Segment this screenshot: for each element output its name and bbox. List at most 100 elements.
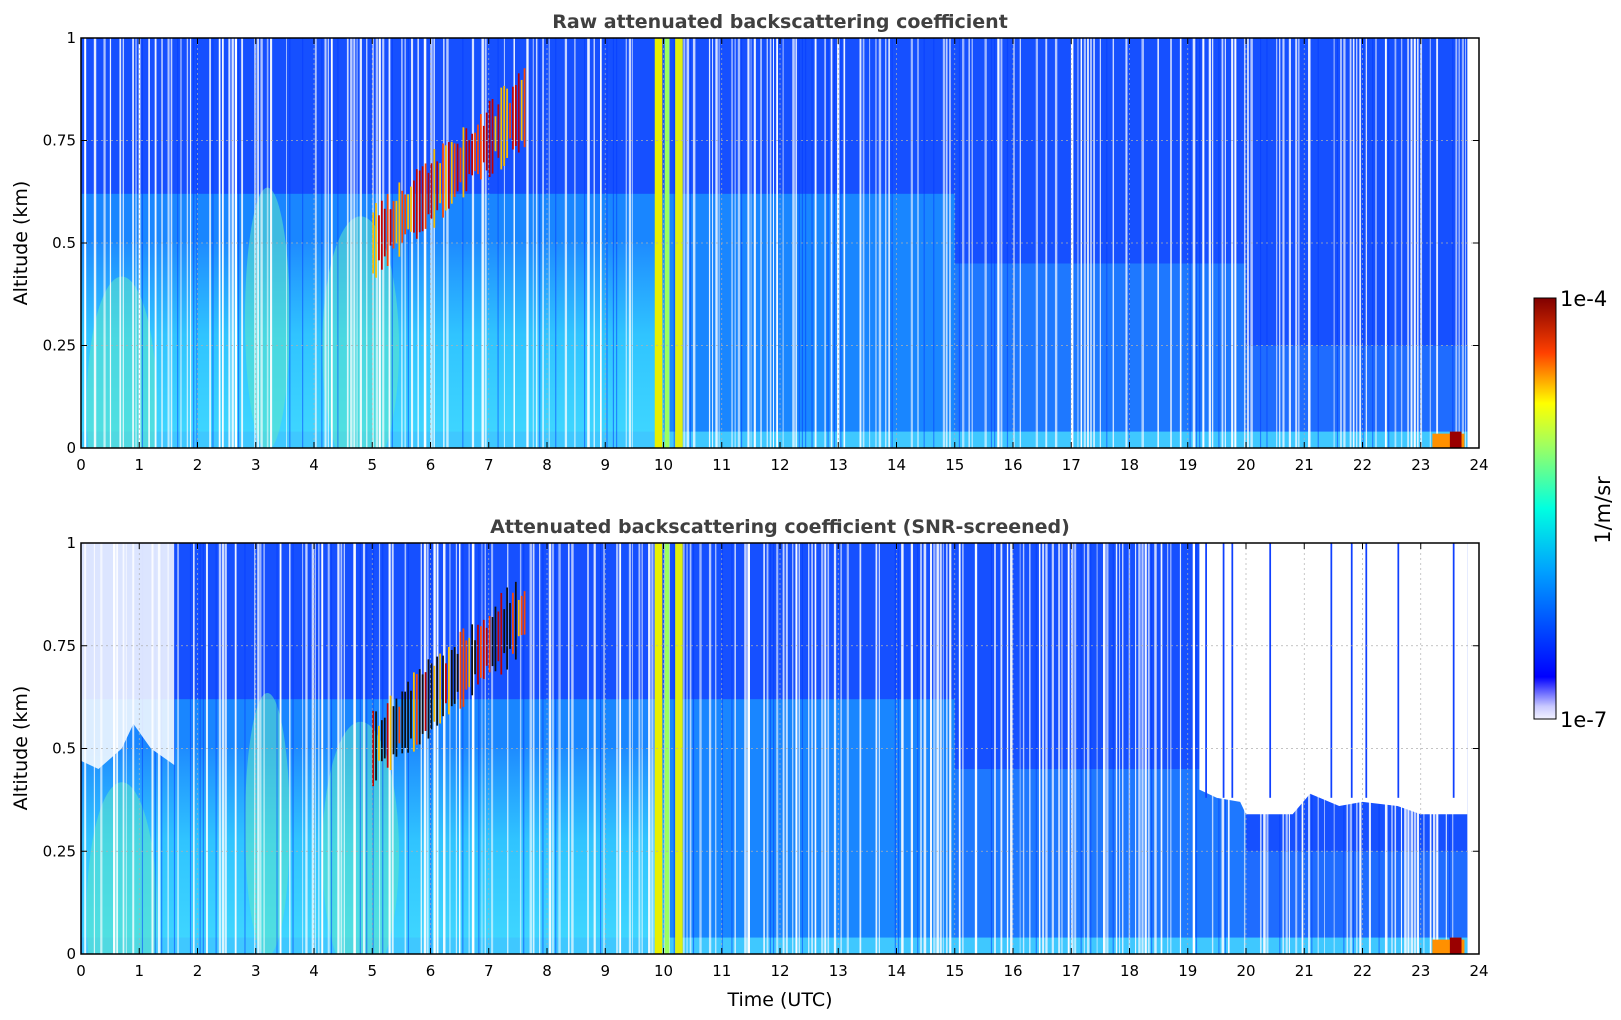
gap-stripe bbox=[484, 543, 486, 954]
gap-stripe bbox=[734, 38, 736, 448]
gap-stripe bbox=[708, 543, 712, 954]
gap-stripe bbox=[324, 38, 327, 448]
x-tick-label: 9 bbox=[600, 456, 610, 474]
gap-stripe bbox=[1352, 38, 1355, 448]
gap-stripe bbox=[949, 38, 951, 448]
plume-segment bbox=[398, 706, 401, 744]
dark-stripe bbox=[1317, 38, 1319, 448]
plume-segment bbox=[386, 703, 389, 768]
plume-segment bbox=[433, 148, 436, 228]
gap-stripe bbox=[1243, 38, 1246, 448]
x-tick-label: 20 bbox=[1236, 456, 1255, 474]
x-tick-label: 13 bbox=[829, 456, 848, 474]
gap-stripe bbox=[378, 38, 381, 448]
plume-segment bbox=[453, 647, 456, 704]
dark-stripe bbox=[583, 38, 586, 448]
gap-stripe bbox=[1102, 543, 1106, 954]
gap-stripe bbox=[225, 543, 227, 954]
dark-stripe bbox=[673, 38, 675, 448]
dark-stripe bbox=[894, 543, 896, 954]
gap-stripe bbox=[180, 38, 182, 448]
x-tick-label: 14 bbox=[887, 962, 906, 980]
gap-stripe bbox=[869, 38, 871, 448]
gap-stripe bbox=[148, 38, 150, 448]
gap-stripe bbox=[628, 543, 632, 954]
plume-segment bbox=[380, 720, 383, 762]
evening-profile-line bbox=[1222, 543, 1225, 798]
plume-segment bbox=[517, 73, 520, 153]
dark-stripe bbox=[689, 38, 691, 448]
gap-stripe bbox=[503, 38, 505, 448]
x-tick-label: 10 bbox=[654, 962, 673, 980]
x-tick-label: 20 bbox=[1236, 962, 1255, 980]
plume-segment bbox=[424, 163, 427, 229]
plume-segment bbox=[465, 640, 468, 690]
plume-segment bbox=[488, 615, 491, 673]
panel-screened: Attenuated backscattering coefficient (S… bbox=[10, 516, 1489, 1011]
x-tick-label: 11 bbox=[712, 456, 731, 474]
gap-stripe bbox=[1384, 38, 1387, 448]
gap-stripe bbox=[1394, 38, 1397, 448]
plume-segment bbox=[372, 710, 374, 787]
plume-segment bbox=[392, 706, 395, 755]
gap-stripe bbox=[513, 38, 515, 448]
gap-stripe bbox=[648, 543, 651, 954]
gap-stripe bbox=[1224, 38, 1226, 448]
gap-stripe bbox=[443, 38, 445, 448]
x-tick-label: 6 bbox=[426, 456, 436, 474]
gap-stripe bbox=[600, 38, 602, 448]
gap-stripe bbox=[548, 38, 550, 448]
plume-segment bbox=[517, 599, 520, 637]
gap-stripe bbox=[404, 38, 406, 448]
x-tick-label: 24 bbox=[1469, 962, 1488, 980]
dark-stripe bbox=[478, 543, 480, 954]
gap-stripe bbox=[529, 543, 533, 954]
gap-stripe bbox=[808, 543, 810, 954]
dark-stripe bbox=[1189, 38, 1191, 448]
plume-segment bbox=[465, 128, 468, 192]
haze-patch bbox=[244, 693, 290, 954]
dark-stripe bbox=[189, 543, 192, 954]
gap-stripe bbox=[1013, 38, 1015, 448]
dark-stripe bbox=[692, 543, 695, 954]
plume-segment bbox=[439, 653, 441, 724]
plume-segment bbox=[410, 186, 412, 232]
colorbar-gradient bbox=[1533, 297, 1557, 720]
gap-stripe bbox=[798, 543, 800, 954]
plume-segment bbox=[427, 172, 430, 215]
x-tick-label: 1 bbox=[134, 962, 144, 980]
gap-stripe bbox=[628, 38, 632, 448]
plume-segment bbox=[506, 587, 508, 670]
x-tick-label: 3 bbox=[251, 456, 261, 474]
haze-patch bbox=[86, 782, 158, 954]
gap-stripe bbox=[744, 543, 747, 954]
gap-stripe bbox=[875, 38, 877, 448]
gap-stripe bbox=[968, 38, 970, 448]
gap-stripe bbox=[683, 38, 686, 448]
gap-stripe bbox=[1099, 38, 1101, 448]
gap-stripe bbox=[327, 38, 329, 448]
gap-stripe bbox=[1343, 38, 1346, 448]
panel2-xlabel: Time (UTC) bbox=[726, 989, 832, 1011]
gap-stripe bbox=[1349, 38, 1352, 448]
x-tick-label: 5 bbox=[367, 456, 377, 474]
dark-stripe bbox=[612, 38, 614, 448]
x-tick-label: 22 bbox=[1353, 456, 1372, 474]
plume-segment bbox=[375, 711, 377, 781]
gap-stripe bbox=[254, 38, 257, 448]
dark-stripe bbox=[539, 38, 541, 448]
dark-stripe bbox=[840, 38, 842, 448]
gap-stripe bbox=[715, 543, 717, 954]
gap-stripe bbox=[234, 38, 238, 448]
plume-segment bbox=[459, 147, 462, 183]
gap-stripe bbox=[1179, 38, 1182, 448]
gap-stripe bbox=[923, 543, 927, 954]
plume-segment bbox=[401, 190, 404, 244]
gap-stripe bbox=[564, 38, 568, 448]
dark-stripe bbox=[773, 543, 775, 954]
colorbar-unit-label: 1/m/sr bbox=[1591, 476, 1615, 544]
x-tick-label: 13 bbox=[829, 962, 848, 980]
afternoon-layer bbox=[954, 769, 1246, 954]
panel2-yellow-column bbox=[654, 543, 683, 954]
